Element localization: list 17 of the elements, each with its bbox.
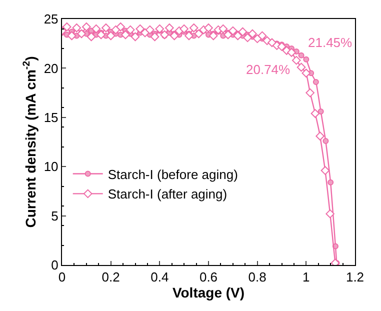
y-tick-label: 0 xyxy=(51,258,58,273)
y-tick-label: 5 xyxy=(51,208,58,224)
x-tick-label: 1 xyxy=(302,270,310,285)
x-tick-label: 0.6 xyxy=(199,270,218,285)
x-tick-label: 1.2 xyxy=(346,270,364,285)
y-tick-label: 10 xyxy=(44,159,58,174)
annotation: 20.74% xyxy=(246,62,291,77)
y-tick-label: 20 xyxy=(44,60,58,76)
y-tick-label: 15 xyxy=(44,110,58,125)
x-tick-label: 0.4 xyxy=(150,270,169,285)
legend-label: Starch-I (before aging) xyxy=(108,166,238,182)
x-tick-label: 0.8 xyxy=(248,270,266,285)
x-tick-label: 0.2 xyxy=(102,270,120,285)
legend-label: Starch-I (after aging) xyxy=(108,186,228,202)
annotation: 21.45% xyxy=(308,35,353,50)
y-tick-label: 25 xyxy=(44,12,58,27)
x-axis-title: Voltage (V) xyxy=(172,284,245,301)
